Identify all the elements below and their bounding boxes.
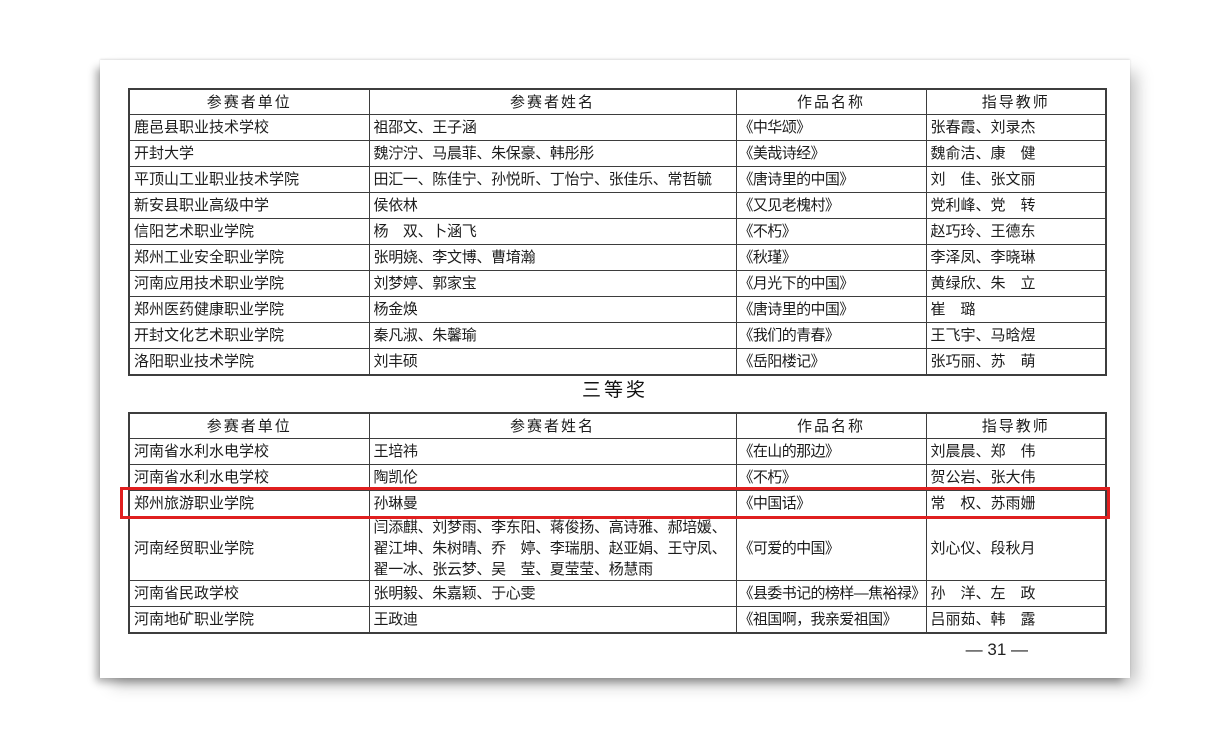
teachers-cell: 刘心仪、段秋月: [925, 515, 1107, 581]
work-cell: 《不朽》: [735, 463, 927, 491]
award-table-third-prize: 参赛者单位 参赛者姓名 作品名称 指导教师 河南省水利水电学校 王培祎 《在山的那边》 刘晨晨…: [128, 412, 1107, 634]
table-row: 开封文化艺术职业学院 秦凡淑、朱馨瑜 《我们的青春》 王飞宇、马晗煜: [128, 321, 1107, 349]
teachers-cell: 孙 洋、左 政: [925, 579, 1107, 607]
names-cell: 秦凡淑、朱馨瑜: [368, 321, 737, 349]
names-cell: 刘丰硕: [368, 347, 737, 375]
work-cell: 《唐诗里的中国》: [735, 295, 927, 323]
work-cell: 《不朽》: [735, 217, 927, 245]
names-cell: 侯依林: [368, 191, 737, 219]
column-header: 指导教师: [925, 412, 1107, 439]
names-cell: 陶凯伦: [368, 463, 737, 491]
column-header: 参赛者单位: [128, 88, 370, 115]
table-row: 新安县职业高级中学 侯依林 《又见老槐村》 党利峰、党 转: [128, 191, 1107, 219]
table-row: 信阳艺术职业学院杨 双、卜涵飞 《不朽》 赵巧玲、王德东: [128, 217, 1107, 245]
work-cell: 《岳阳楼记》: [735, 347, 927, 375]
work-cell: 《中华颂》: [735, 113, 927, 141]
page: 参赛者单位 参赛者姓名 作品名称 指导教师 鹿邑县职业技术学校 祖邵文、王子涵 《中华颂》张…: [100, 60, 1130, 678]
table-row: 郑州工业安全职业学院 张明娆、李文博、曹堉瀚 《秋瑾》 李泽凤、李晓琳: [128, 243, 1107, 271]
unit-cell: 河南经贸职业学院: [128, 515, 370, 581]
table-row: 河南应用技术职业学院 刘梦婷、郭家宝 《月光下的中国》 黄绿欣、朱 立: [128, 269, 1107, 297]
teachers-cell: 赵巧玲、王德东: [925, 217, 1107, 245]
unit-cell: 洛阳职业技术学院: [128, 347, 370, 375]
unit-cell: 开封文化艺术职业学院: [128, 321, 370, 349]
work-cell: 《秋瑾》: [735, 243, 927, 271]
names-cell: 魏泞泞、马晨菲、朱保豪、韩彤彤: [368, 139, 737, 167]
highlighted-row: 郑州旅游职业学院 孙琳曼 《中国话》常 权、苏雨姗: [128, 489, 1107, 517]
names-cell: 田汇一、陈佳宁、孙悦昕、丁怡宁、张佳乐、常哲毓: [368, 165, 737, 193]
work-cell: 《祖国啊，我亲爱祖国》: [735, 605, 927, 633]
names-cell: 祖邵文、王子涵: [368, 113, 737, 141]
column-header: 作品名称: [735, 412, 927, 439]
column-header: 参赛者单位: [128, 412, 370, 439]
unit-cell: 郑州医药健康职业学院: [128, 295, 370, 323]
table-row: 河南地矿职业学院 王政迪 《祖国啊，我亲爱祖国》 吕丽茹、韩 露: [128, 605, 1107, 633]
table-row: 河南经贸职业学院 闫添麒、刘梦雨、李东阳、蒋俊扬、高诗雅、郝培媛、翟江坤、朱树晴、…: [128, 515, 1107, 581]
names-cell: 王政迪: [368, 605, 737, 633]
teachers-cell: 刘晨晨、郑 伟: [925, 437, 1107, 465]
work-cell: 《又见老槐村》: [735, 191, 927, 219]
page-number: — 31 —: [965, 640, 1028, 659]
column-header: 指导教师: [925, 88, 1107, 115]
table-row: 河南省民政学校 张明毅、朱嘉颖、于心雯 《县委书记的榜样—焦裕禄》孙 洋、左 政: [128, 579, 1107, 607]
unit-cell: 河南省民政学校: [128, 579, 370, 607]
table-row: 郑州医药健康职业学院 杨金焕 《唐诗里的中国》崔 璐: [128, 295, 1107, 323]
names-cell: 王培祎: [368, 437, 737, 465]
table-row: 河南省水利水电学校 王培祎 《在山的那边》 刘晨晨、郑 伟: [128, 437, 1107, 465]
names-cell: 张明毅、朱嘉颖、于心雯: [368, 579, 737, 607]
work-cell: 《美哉诗经》: [735, 139, 927, 167]
column-header: 参赛者姓名: [368, 88, 737, 115]
teachers-cell: 张春霞、刘录杰: [925, 113, 1107, 141]
section-title-third-prize: 三等奖: [581, 380, 648, 401]
work-cell: 《月光下的中国》: [735, 269, 927, 297]
work-cell: 《中国话》: [735, 489, 927, 517]
teachers-cell: 常 权、苏雨姗: [925, 489, 1107, 517]
unit-cell: 河南省水利水电学校: [128, 463, 370, 491]
header-row: 参赛者单位 参赛者姓名 作品名称 指导教师: [128, 412, 1107, 439]
teachers-cell: 王飞宇、马晗煜: [925, 321, 1107, 349]
unit-cell: 平顶山工业职业技术学院: [128, 165, 370, 193]
teachers-cell: 崔 璐: [925, 295, 1107, 323]
unit-cell: 河南省水利水电学校: [128, 437, 370, 465]
teachers-cell: 吕丽茹、韩 露: [925, 605, 1107, 633]
table-row: 开封大学 魏泞泞、马晨菲、朱保豪、韩彤彤 《美哉诗经》 魏俞洁、康 健: [128, 139, 1107, 167]
column-header: 作品名称: [735, 88, 927, 115]
teachers-cell: 张巧丽、苏 萌: [925, 347, 1107, 375]
table-row: 鹿邑县职业技术学校 祖邵文、王子涵 《中华颂》 张春霞、刘录杰: [128, 113, 1107, 141]
teachers-cell: 党利峰、党 转: [925, 191, 1107, 219]
table-row: 洛阳职业技术学院 刘丰硕 《岳阳楼记》 张巧丽、苏 萌: [128, 347, 1107, 375]
unit-cell: 郑州工业安全职业学院: [128, 243, 370, 271]
column-header: 参赛者姓名: [368, 412, 737, 439]
table-row: 河南省水利水电学校 陶凯伦 《不朽》 贺公岩、张大伟: [128, 463, 1107, 491]
teachers-cell: 刘 佳、张文丽: [925, 165, 1107, 193]
work-cell: 《在山的那边》: [735, 437, 927, 465]
unit-cell: 河南应用技术职业学院: [128, 269, 370, 297]
work-cell: 《唐诗里的中国》: [735, 165, 927, 193]
teachers-cell: 李泽凤、李晓琳: [925, 243, 1107, 271]
table-row: 平顶山工业职业技术学院 田汇一、陈佳宁、孙悦昕、丁怡宁、张佳乐、常哲毓 《唐诗里的中…: [128, 165, 1107, 193]
unit-cell: 新安县职业高级中学: [128, 191, 370, 219]
names-cell: 孙琳曼: [368, 489, 737, 517]
work-cell: 《可爱的中国》: [735, 515, 927, 581]
unit-cell: 河南地矿职业学院: [128, 605, 370, 633]
teachers-cell: 魏俞洁、康 健: [925, 139, 1107, 167]
unit-cell: 郑州旅游职业学院: [128, 489, 370, 517]
teachers-cell: 黄绿欣、朱 立: [925, 269, 1107, 297]
unit-cell: 信阳艺术职业学院: [128, 217, 370, 245]
names-cell: 闫添麒、刘梦雨、李东阳、蒋俊扬、高诗雅、郝培媛、翟江坤、朱树晴、乔 婷、李瑞朋、…: [368, 515, 737, 581]
unit-cell: 鹿邑县职业技术学校: [128, 113, 370, 141]
teachers-cell: 贺公岩、张大伟: [925, 463, 1107, 491]
unit-cell: 开封大学: [128, 139, 370, 167]
names-cell: 杨金焕: [368, 295, 737, 323]
names-cell: 张明娆、李文博、曹堉瀚: [368, 243, 737, 271]
names-cell: 刘梦婷、郭家宝: [368, 269, 737, 297]
header-row: 参赛者单位 参赛者姓名 作品名称 指导教师: [128, 88, 1107, 115]
award-table-upper: 参赛者单位 参赛者姓名 作品名称 指导教师 鹿邑县职业技术学校 祖邵文、王子涵 《中华颂》张…: [128, 88, 1107, 376]
work-cell: 《我们的青春》: [735, 321, 927, 349]
work-cell: 《县委书记的榜样—焦裕禄》: [735, 579, 927, 607]
names-cell: 杨 双、卜涵飞: [368, 217, 737, 245]
